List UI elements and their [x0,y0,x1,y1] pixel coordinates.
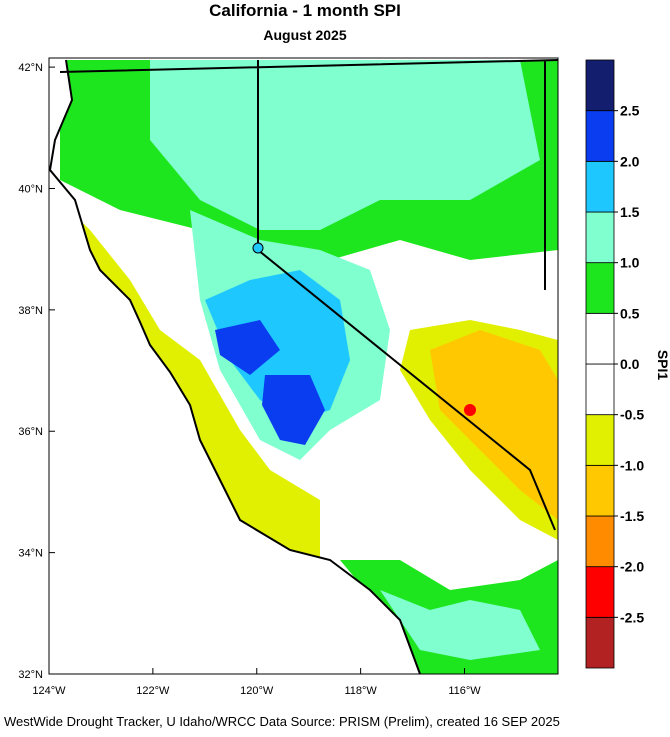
subtitle: August 2025 [263,27,346,43]
colorbar-band [585,312,615,365]
colorbar-band [585,211,615,264]
colorbar-band [585,59,615,112]
spi-field [50,60,558,674]
colorbar-label: -0.5 [620,407,644,423]
colorbar-label: -1.5 [620,508,644,524]
colorbar-band [585,110,615,162]
colorbar-band [585,262,615,314]
title: California - 1 month SPI [209,1,401,20]
colorbar-label: 2.0 [620,153,640,169]
colorbar-label: 1.5 [620,204,640,220]
colorbar-band [585,363,615,416]
colorbar-label: 0.5 [620,305,640,321]
colorbar-label: 1.0 [620,255,640,271]
lon-label: 124°W [32,685,66,697]
colorbar-label: 2.5 [620,103,640,119]
lat-label: 32°N [18,669,43,681]
lat-label: 42°N [18,62,43,74]
colorbar-band [585,464,615,517]
colorbar-label: -2.5 [620,609,644,625]
lon-label: 122°W [136,685,170,697]
lon-label: 120°W [240,685,274,697]
colorbar-label: 0.0 [620,356,640,372]
colorbar-label: -1.0 [620,457,644,473]
colorbar-label: -2.0 [620,559,644,575]
map-area [49,59,558,674]
colorbar-band [585,515,615,568]
lat-label: 38°N [18,305,43,317]
colorbar-band [585,566,615,618]
lon-label: 118°W [344,685,377,697]
colorbar-band [585,414,615,466]
colorbar-band [585,160,615,213]
colorbar-title: SPI1 [655,350,670,381]
lat-label: 34°N [18,548,43,560]
map-frame [48,57,559,675]
colorbar-band [585,616,615,669]
footer: WestWide Drought Tracker, U Idaho/WRCC D… [4,714,560,729]
lon-label: 116°W [448,685,481,697]
lat-label: 40°N [18,183,43,195]
lat-label: 36°N [18,426,43,438]
